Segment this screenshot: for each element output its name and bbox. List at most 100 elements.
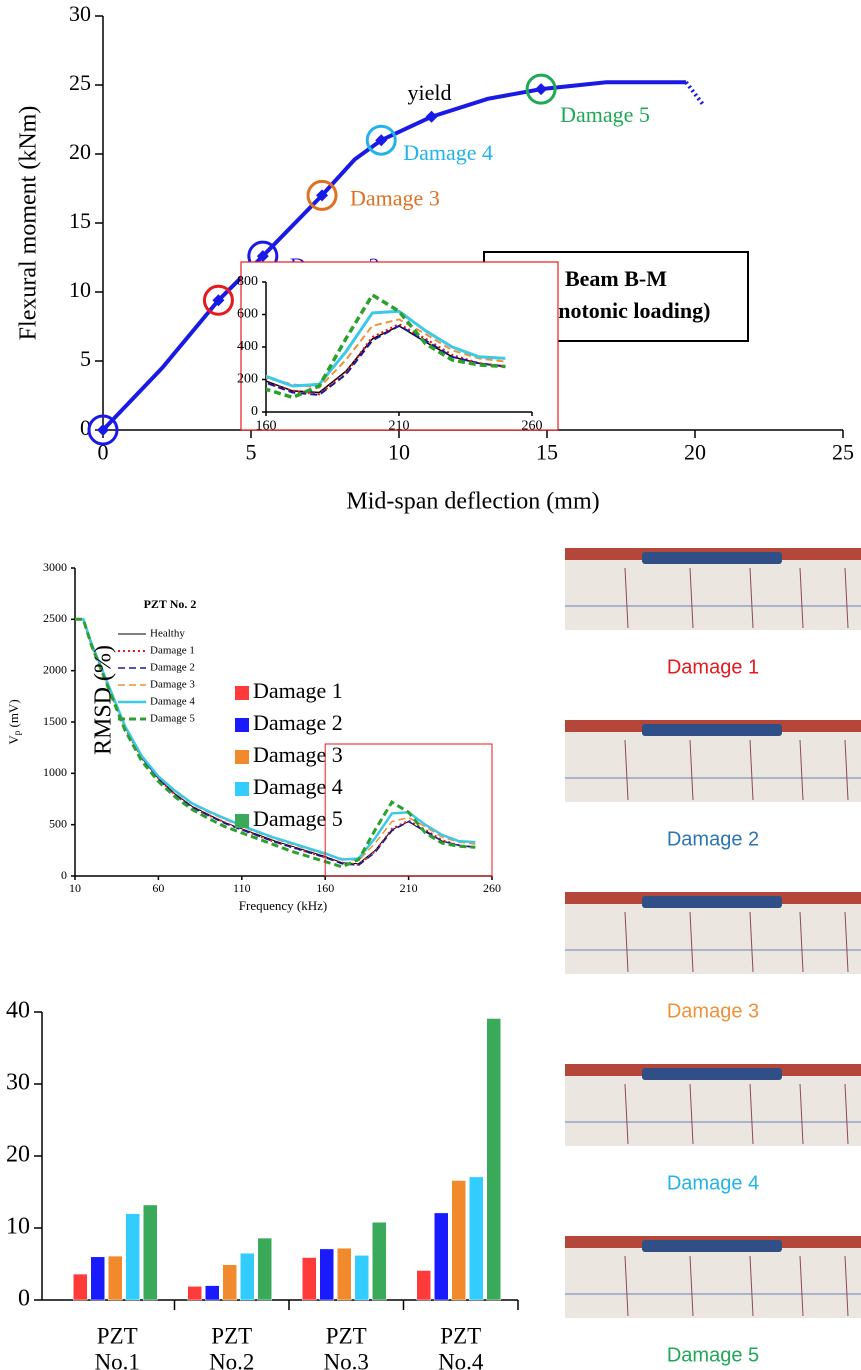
legend-title: PZT No. 2 bbox=[144, 597, 197, 611]
annotation: Damage 3 bbox=[350, 185, 440, 210]
x-tick-label: 15 bbox=[536, 440, 558, 465]
photo-loader bbox=[642, 724, 782, 736]
x-tick-label: 210 bbox=[400, 881, 418, 895]
box-text: Beam B-M bbox=[565, 266, 667, 291]
y-tick-label: 0 bbox=[251, 404, 258, 419]
photo-loader bbox=[642, 552, 782, 564]
y-tick-label: 30 bbox=[69, 1, 91, 26]
y-axis-label: Vp (mV) bbox=[6, 699, 22, 744]
annotation: Damage 4 bbox=[403, 140, 493, 165]
legend-label: Damage 4 bbox=[150, 696, 195, 708]
x-tick-label: PZT bbox=[211, 1323, 252, 1348]
y-tick-label: 500 bbox=[49, 816, 67, 830]
data-line bbox=[686, 82, 704, 106]
y-tick-label: 1000 bbox=[43, 765, 67, 779]
y-tick-label: 0 bbox=[61, 868, 67, 882]
y-tick-label: 40 bbox=[6, 998, 30, 1024]
legend-swatch bbox=[235, 782, 249, 796]
x-tick-label: 160 bbox=[316, 881, 334, 895]
legend-swatch bbox=[235, 686, 249, 700]
inset-frame bbox=[241, 262, 558, 430]
bar bbox=[452, 1180, 466, 1300]
legend-label: Damage 1 bbox=[150, 645, 195, 657]
x-tick-label: PZT bbox=[97, 1323, 138, 1348]
y-tick-label: 400 bbox=[237, 339, 258, 354]
photo-loader bbox=[642, 896, 782, 908]
x-tick-label: No.4 bbox=[438, 1349, 484, 1370]
legend-label: Damage 2 bbox=[253, 710, 343, 735]
x-tick-label: 260 bbox=[522, 419, 543, 434]
zoom-box bbox=[325, 744, 492, 876]
bar bbox=[337, 1248, 351, 1300]
bar bbox=[126, 1214, 140, 1300]
legend-swatch bbox=[235, 718, 249, 732]
y-tick-label: 30 bbox=[6, 1070, 30, 1096]
legend-swatch bbox=[235, 750, 249, 764]
legend-label: Damage 5 bbox=[253, 806, 343, 831]
legend-label: Damage 5 bbox=[150, 713, 195, 725]
bar bbox=[469, 1177, 483, 1300]
y-tick-label: 20 bbox=[69, 139, 91, 164]
y-axis-label: RMSD (%) bbox=[91, 645, 117, 755]
bar bbox=[434, 1213, 448, 1300]
photo-caption: Damage 5 bbox=[667, 1344, 759, 1366]
y-tick-label: 200 bbox=[237, 372, 258, 387]
bar bbox=[188, 1286, 202, 1300]
x-tick-label: 25 bbox=[832, 440, 854, 465]
x-axis-label: Mid-span deflection (mm) bbox=[346, 489, 599, 515]
y-tick-label: 10 bbox=[69, 277, 91, 302]
y-tick-label: 25 bbox=[69, 70, 91, 95]
x-tick-label: No.1 bbox=[95, 1349, 140, 1370]
bar bbox=[205, 1286, 219, 1300]
y-tick-label: 10 bbox=[6, 1214, 30, 1240]
y-tick-label: 20 bbox=[6, 1142, 30, 1168]
x-tick-label: 5 bbox=[246, 440, 257, 465]
x-tick-label: 10 bbox=[388, 440, 410, 465]
annotation: Damage 5 bbox=[560, 102, 650, 127]
x-tick-label: 60 bbox=[152, 881, 164, 895]
y-tick-label: 2500 bbox=[43, 611, 67, 625]
bar bbox=[223, 1265, 237, 1300]
y-tick-label: 800 bbox=[237, 274, 258, 289]
x-tick-label: PZT bbox=[440, 1323, 481, 1348]
x-tick-label: 260 bbox=[483, 881, 501, 895]
y-tick-label: 600 bbox=[237, 307, 258, 322]
y-tick-label: 15 bbox=[69, 208, 91, 233]
bar bbox=[258, 1238, 272, 1300]
x-tick-label: PZT bbox=[326, 1323, 367, 1348]
bar bbox=[302, 1258, 316, 1300]
y-tick-label: 2000 bbox=[43, 662, 67, 676]
legend-label: Damage 3 bbox=[150, 679, 195, 691]
x-tick-label: No.3 bbox=[324, 1349, 369, 1370]
point-marker bbox=[426, 111, 438, 123]
y-tick-label: 0 bbox=[18, 1286, 30, 1312]
y-axis-label: Flexural moment (kNm) bbox=[16, 106, 42, 341]
y-tick-label: 3000 bbox=[43, 560, 67, 574]
photo-caption: Damage 1 bbox=[667, 656, 759, 678]
x-tick-label: 110 bbox=[233, 881, 251, 895]
y-tick-label: 5 bbox=[80, 346, 91, 371]
y-tick-label: 1500 bbox=[43, 714, 67, 728]
legend-label: Damage 1 bbox=[253, 678, 343, 703]
bar bbox=[108, 1256, 122, 1300]
photo-caption: Damage 2 bbox=[667, 828, 759, 850]
legend-swatch bbox=[235, 814, 249, 828]
point-marker bbox=[535, 83, 547, 95]
legend-label: Damage 4 bbox=[253, 774, 343, 799]
x-axis-label: Frequency (kHz) bbox=[239, 898, 327, 913]
bar bbox=[320, 1249, 334, 1300]
y-label-part: (mV) bbox=[6, 699, 21, 730]
photo-caption: Damage 3 bbox=[667, 1000, 759, 1022]
bar bbox=[91, 1257, 105, 1300]
bar bbox=[143, 1205, 157, 1300]
legend-label: Damage 3 bbox=[253, 742, 343, 767]
legend-label: Healthy bbox=[150, 628, 185, 640]
x-tick-label: 20 bbox=[684, 440, 706, 465]
x-tick-label: 10 bbox=[69, 881, 81, 895]
legend-label: Damage 2 bbox=[150, 662, 195, 674]
x-tick-label: 160 bbox=[256, 419, 277, 434]
bar bbox=[372, 1222, 386, 1300]
photo-loader bbox=[642, 1068, 782, 1080]
